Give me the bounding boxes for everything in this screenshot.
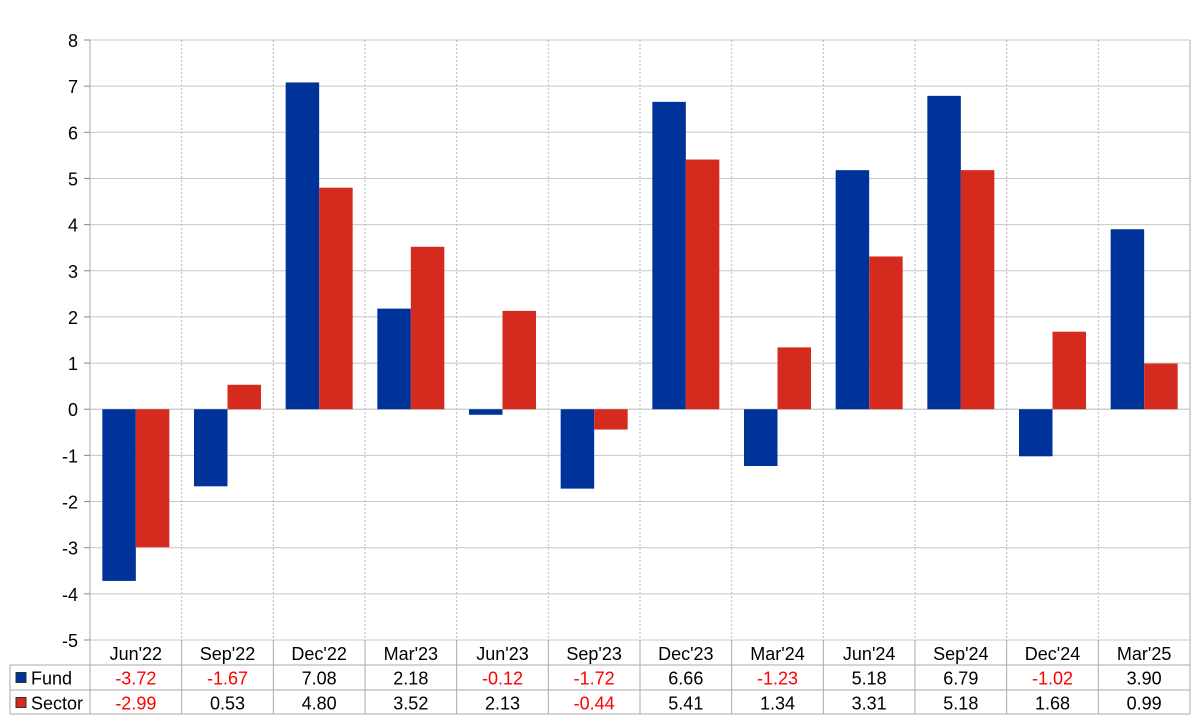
bar-fund-2 [285,82,320,410]
y-tick-label: 5 [68,169,78,189]
data-label-sector-10: 1.68 [1035,694,1070,714]
bar-sector-10 [1052,331,1086,410]
bar-sector-5 [594,409,628,430]
y-tick-label: 7 [68,77,78,97]
y-tick-label: -5 [62,631,78,651]
data-label-sector-5: -0.44 [574,694,615,714]
data-label-sector-1: 0.53 [210,694,245,714]
data-label-sector-8: 3.31 [852,694,887,714]
x-tick-label: Dec'23 [658,644,713,664]
y-tick-label: 8 [68,31,78,51]
x-tick-label: Jun'22 [110,644,162,664]
bar-sector-9 [960,170,995,410]
bar-sector-0 [135,409,170,548]
bar-fund-4 [469,409,503,415]
bar-sector-11 [1144,363,1178,410]
bar-sector-3 [410,246,445,410]
data-label-sector-6: 5.41 [668,694,703,714]
data-label-fund-3: 2.18 [393,669,428,689]
legend-label-fund: Fund [31,669,72,689]
x-tick-label: Sep'23 [566,644,622,664]
data-label-fund-8: 5.18 [852,669,887,689]
axes: -5 -4 -3 -2 -1 0 1 2 3 4 5 6 7 8 [62,31,90,651]
data-label-fund-2: 7.08 [302,669,337,689]
y-tick-label: 6 [68,123,78,143]
data-label-fund-10: -1.02 [1032,669,1073,689]
bar-fund-1 [194,409,228,487]
x-tick-label: Jun'24 [843,644,895,664]
y-tick-label: -3 [62,539,78,559]
y-tick-label: 4 [68,216,78,236]
bar-fund-7 [744,409,778,466]
y-tick-label: 2 [68,308,78,328]
bar-sector-4 [502,310,536,410]
x-tick-label: Sep'24 [933,644,989,664]
y-tick-label: -4 [62,585,78,605]
x-tick-label: Mar'23 [384,644,438,664]
bar-fund-0 [102,409,136,581]
bar-fund-9 [927,95,961,410]
bar-fund-6 [652,101,686,410]
legend-label-sector: Sector [31,694,83,714]
data-label-sector-9: 5.18 [943,694,978,714]
data-label-sector-4: 2.13 [485,694,520,714]
y-tick-label: 0 [68,400,78,420]
data-label-fund-9: 6.79 [943,669,978,689]
bar-sector-8 [869,256,903,410]
data-label-sector-0: -2.99 [115,694,156,714]
data-label-fund-6: 6.66 [668,669,703,689]
data-label-fund-0: -3.72 [115,669,156,689]
data-label-fund-5: -1.72 [574,669,615,689]
x-tick-label: Dec'24 [1025,644,1080,664]
data-label-sector-7: 1.34 [760,694,795,714]
bar-fund-5 [560,409,595,489]
x-tick-label: Sep'22 [200,644,256,664]
x-tick-label: Jun'23 [476,644,528,664]
data-label-fund-7: -1.23 [757,669,798,689]
bar-sector-6 [685,159,720,410]
y-tick-label: -2 [62,493,78,513]
bar-sector-2 [319,187,353,410]
grid-lines [89,39,1191,641]
bar-fund-10 [1019,409,1053,457]
legend-swatch-fund [15,672,27,683]
x-tick-label: Mar'25 [1117,644,1171,664]
bar-fund-11 [1110,229,1145,410]
y-tick-label: -1 [62,446,78,466]
y-tick-label: 3 [68,262,78,282]
bar-fund-3 [377,308,411,410]
y-tick-label: 1 [68,354,78,374]
x-tick-label: Dec'22 [291,644,346,664]
bar-sector-1 [227,384,261,410]
data-label-fund-11: 3.90 [1127,669,1162,689]
data-label-fund-1: -1.67 [207,669,248,689]
bar-fund-8 [835,170,870,410]
data-label-sector-2: 4.80 [302,694,337,714]
bar-series [102,82,1178,581]
x-tick-label: Mar'24 [750,644,804,664]
data-label-sector-11: 0.99 [1127,694,1162,714]
bar-sector-7 [777,347,811,410]
data-label-fund-4: -0.12 [482,669,523,689]
data-label-sector-3: 3.52 [393,694,428,714]
legend-swatch-sector [15,697,27,708]
data-table: Jun'22 Sep'22 Dec'22 Mar'23 Jun'23 Sep'23 Dec'… [9,640,1191,715]
